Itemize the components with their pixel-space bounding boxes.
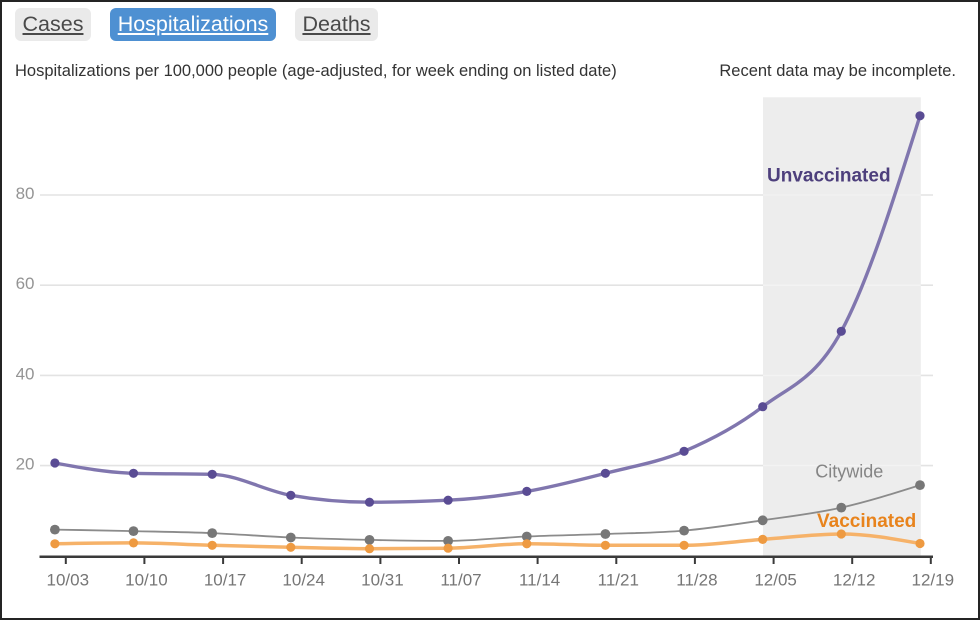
svg-text:20: 20 (16, 455, 35, 474)
svg-text:10/24: 10/24 (282, 571, 325, 590)
svg-text:60: 60 (16, 274, 35, 293)
svg-text:Vaccinated: Vaccinated (817, 511, 916, 532)
svg-text:12/05: 12/05 (754, 571, 797, 590)
svg-text:11/14: 11/14 (519, 571, 560, 590)
svg-text:12/19: 12/19 (912, 571, 955, 590)
svg-text:80: 80 (16, 184, 35, 203)
svg-text:10/17: 10/17 (204, 571, 247, 590)
svg-text:10/03: 10/03 (47, 571, 90, 590)
svg-text:Citywide: Citywide (815, 462, 883, 482)
svg-text:11/28: 11/28 (676, 571, 717, 590)
svg-text:12/12: 12/12 (833, 571, 876, 590)
svg-text:Unvaccinated: Unvaccinated (767, 166, 891, 187)
svg-text:40: 40 (16, 364, 35, 383)
svg-text:11/21: 11/21 (598, 571, 639, 590)
svg-text:10/31: 10/31 (361, 571, 404, 590)
svg-text:11/07: 11/07 (440, 571, 481, 590)
svg-text:10/10: 10/10 (125, 571, 168, 590)
